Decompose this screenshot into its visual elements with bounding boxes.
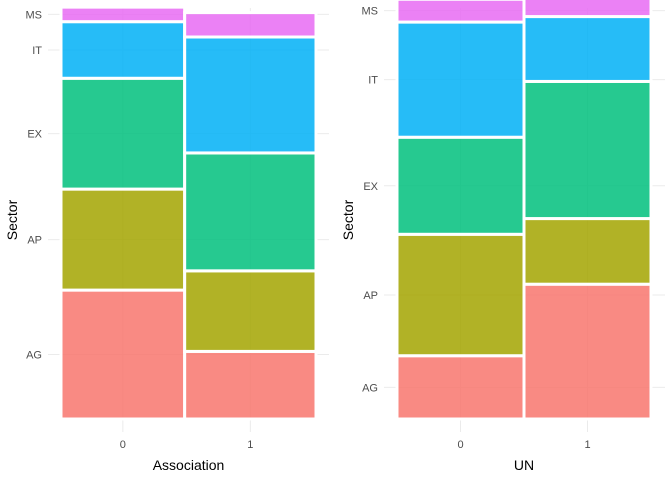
association-tile-ag-1 (183, 349, 318, 421)
un-tile-ex-0 (395, 135, 526, 236)
un-tile-it-0 (395, 20, 526, 139)
association-tile-ap-1 (183, 269, 318, 353)
association-tile-ap-0 (59, 187, 187, 292)
un-tile-ex-1 (522, 79, 653, 221)
un-tiles (395, 0, 653, 421)
association-x-axis-title: Association (153, 457, 225, 473)
association-xtick-label: 1 (247, 439, 253, 451)
association-tiles (59, 5, 318, 421)
un-tile-ms-1 (522, 0, 653, 19)
association-ytick-label: IT (32, 45, 42, 57)
un-ytick-label: AG (362, 382, 378, 394)
association-tile-ms-1 (183, 11, 318, 39)
un-x-axis-title: UN (514, 457, 534, 473)
un-ytick-label: AP (363, 290, 378, 302)
un-xtick-label: 1 (584, 439, 590, 451)
association-tile-ms-0 (59, 5, 187, 24)
association-tile-it-0 (59, 20, 187, 80)
association-ytick-label: EX (27, 129, 42, 141)
un-tile-ap-1 (522, 217, 653, 286)
un-tile-ag-0 (395, 354, 526, 421)
un-ytick-label: IT (368, 75, 378, 87)
un-ytick-label: MS (362, 6, 379, 18)
association-tile-ag-0 (59, 288, 187, 421)
association-ytick-label: AG (26, 350, 42, 362)
un-ytick-label: EX (363, 181, 378, 193)
association-tile-it-1 (183, 35, 318, 155)
association-ytick-label: AP (27, 235, 42, 247)
un-tile-ms-0 (395, 0, 526, 24)
un-xtick-label: 0 (457, 439, 463, 451)
un-y-axis-title: Sector (340, 199, 356, 240)
association-xtick-label: 0 (120, 439, 126, 451)
association-y-axis-title: Sector (4, 199, 20, 240)
association-tile-ex-0 (59, 76, 187, 191)
association-ytick-label: MS (26, 9, 43, 21)
association-tile-ex-1 (183, 151, 318, 273)
association-panel: AG AP EX IT MS 0 1 Association Sector (4, 5, 329, 473)
un-panel: AG AP EX IT MS 0 1 UN Sector (340, 0, 665, 473)
un-tile-ap-0 (395, 232, 526, 358)
un-tile-ag-1 (522, 282, 653, 421)
un-tile-it-1 (522, 15, 653, 83)
